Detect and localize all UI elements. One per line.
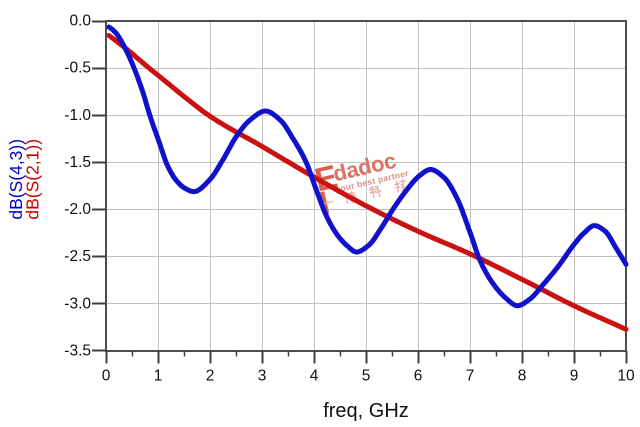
svg-text:1: 1 xyxy=(154,368,163,385)
svg-text:0.0: 0.0 xyxy=(69,13,91,30)
svg-text:-2.5: -2.5 xyxy=(64,248,91,265)
svg-text:4: 4 xyxy=(310,368,319,385)
svg-text:0: 0 xyxy=(102,368,111,385)
svg-text:8: 8 xyxy=(518,368,527,385)
svg-text:dB(S(2,1)): dB(S(2,1)) xyxy=(23,139,43,220)
svg-text:-1.5: -1.5 xyxy=(64,154,91,171)
svg-text:freq, GHz: freq, GHz xyxy=(323,400,409,422)
svg-text:7: 7 xyxy=(466,368,475,385)
svg-text:9: 9 xyxy=(570,368,579,385)
svg-text:10: 10 xyxy=(617,368,635,385)
svg-text:6: 6 xyxy=(414,368,423,385)
svg-text:-3.5: -3.5 xyxy=(64,343,91,360)
svg-text:-1.0: -1.0 xyxy=(64,107,91,124)
svg-text:dB(S(4,3)): dB(S(4,3)) xyxy=(6,139,26,220)
svg-text:-3.0: -3.0 xyxy=(64,295,91,312)
svg-text:-2.0: -2.0 xyxy=(64,201,91,218)
svg-text:-0.5: -0.5 xyxy=(64,60,91,77)
svg-text:2: 2 xyxy=(206,368,215,385)
svg-text:3: 3 xyxy=(258,368,267,385)
svg-text:5: 5 xyxy=(362,368,371,385)
